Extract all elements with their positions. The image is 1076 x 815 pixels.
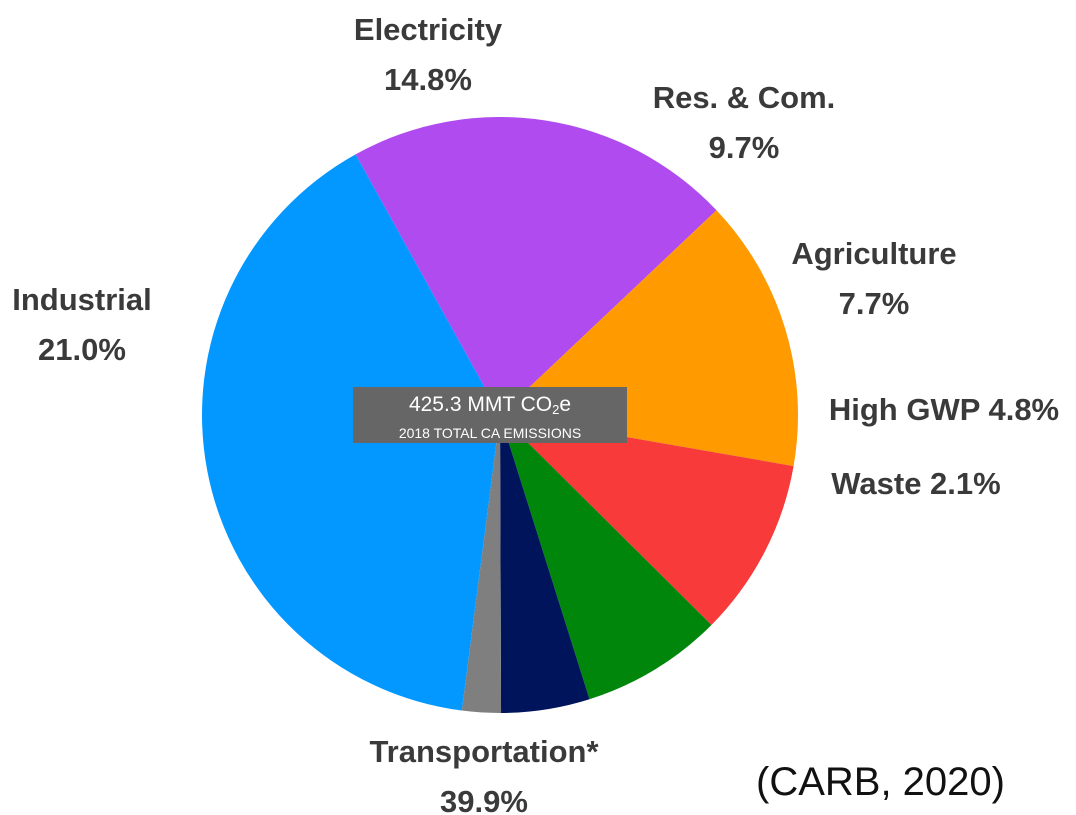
slice-industrial — [355, 116, 717, 416]
total-emissions-caption: 2018 TOTAL CA EMISSIONS — [398, 425, 582, 441]
label-electricity: Electricity — [354, 12, 503, 47]
value-label-res-com: 9.7% — [709, 130, 780, 165]
slice-high-gwp — [500, 415, 590, 713]
slice-transportation — [202, 154, 500, 711]
slice-res-com — [500, 415, 794, 625]
label-res-com: Res. & Com. — [653, 80, 836, 115]
label-high-gwp: High GWP 4.8% — [829, 392, 1059, 427]
total-emissions-value: 425.3 MMT CO2e — [408, 393, 572, 417]
slice-waste — [461, 415, 502, 714]
label-waste: Waste 2.1% — [831, 466, 1000, 501]
source-citation: (CARB, 2020) — [756, 760, 1005, 804]
label-agriculture: Agriculture — [791, 236, 956, 271]
slice-agriculture — [500, 415, 712, 700]
value-label-transportation: 39.9% — [440, 784, 528, 815]
label-industrial: Industrial — [12, 282, 152, 317]
value-label-agriculture: 7.7% — [839, 286, 910, 321]
pie-slices — [202, 116, 798, 714]
value-label-electricity: 14.8% — [384, 62, 472, 97]
slice-labels: Industrial 21.0% Electricity 14.8% Res. & Co… — [12, 12, 1059, 815]
value-label-industrial: 21.0% — [38, 332, 126, 367]
label-transportation: Transportation* — [369, 734, 599, 769]
total-emissions-box: 425.3 MMT CO2e 2018 TOTAL CA EMISSIONS — [353, 387, 627, 443]
